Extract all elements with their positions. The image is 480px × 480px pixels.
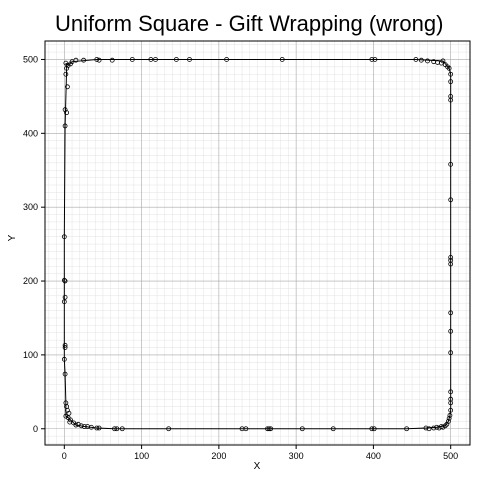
data-point	[448, 310, 454, 316]
data-point	[148, 57, 154, 62]
data-point	[88, 424, 94, 430]
data-point	[448, 257, 454, 263]
chart-title: Uniform Square - Gift Wrapping (wrong)	[55, 11, 443, 36]
data-point	[372, 57, 378, 62]
y-tick-label: 100	[23, 350, 38, 360]
data-point	[243, 426, 249, 432]
y-tick-label: 400	[23, 128, 38, 138]
data-point	[73, 422, 79, 428]
data-point	[425, 58, 430, 64]
x-axis-ticks: 0 100 200 300 400 500	[62, 445, 458, 461]
data-point	[440, 58, 446, 64]
data-point	[268, 426, 274, 432]
data-point	[448, 396, 454, 402]
data-point	[266, 426, 272, 432]
data-point	[109, 57, 115, 63]
minor-grid	[45, 41, 470, 445]
data-point	[418, 57, 424, 63]
hull-layer	[63, 58, 452, 430]
data-point	[62, 123, 68, 129]
data-point	[94, 425, 100, 431]
data-point	[447, 413, 453, 418]
data-point	[68, 417, 73, 423]
data-point	[96, 57, 102, 63]
data-point	[448, 197, 454, 203]
data-point	[445, 418, 451, 424]
data-point	[96, 425, 102, 431]
data-point	[65, 84, 70, 90]
data-point	[73, 57, 79, 63]
data-point	[445, 64, 450, 70]
data-point	[114, 426, 120, 432]
data-point	[82, 424, 87, 429]
data-point	[187, 57, 192, 62]
data-point	[448, 79, 454, 85]
data-point	[448, 389, 454, 395]
data-point	[224, 57, 229, 62]
data-point	[369, 57, 375, 62]
points-layer	[61, 57, 454, 432]
x-tick-label: 100	[134, 451, 149, 461]
data-point	[448, 407, 454, 413]
x-axis-label: X	[254, 461, 261, 472]
data-point	[153, 57, 158, 62]
data-point	[330, 426, 336, 432]
y-tick-label: 500	[23, 54, 38, 64]
data-point	[119, 426, 125, 432]
data-point	[448, 161, 454, 167]
data-point	[431, 425, 437, 431]
data-point	[279, 57, 285, 62]
x-tick-label: 500	[443, 451, 458, 461]
data-point	[94, 57, 100, 62]
y-tick-label: 300	[23, 202, 38, 212]
data-point	[62, 342, 68, 348]
data-point	[62, 345, 68, 350]
data-point	[64, 65, 70, 71]
y-axis-ticks: 0 100 200 300 400 500	[23, 54, 45, 434]
data-point	[404, 426, 410, 432]
data-point	[426, 426, 432, 432]
data-point	[62, 294, 68, 300]
data-point	[81, 57, 87, 63]
y-tick-label: 0	[33, 424, 38, 434]
data-point	[78, 423, 84, 429]
data-point	[448, 93, 454, 99]
hull-line	[63, 58, 452, 430]
data-point	[166, 426, 172, 432]
data-point	[413, 57, 419, 62]
data-point	[448, 255, 454, 260]
x-tick-label: 200	[211, 451, 226, 461]
data-point	[61, 234, 67, 240]
data-point	[369, 426, 375, 432]
data-point	[62, 278, 68, 284]
data-point	[62, 371, 68, 377]
y-tick-label: 200	[23, 276, 38, 286]
y-axis-label: Y	[7, 234, 18, 241]
plot-frame	[44, 40, 471, 446]
data-point	[61, 299, 67, 305]
x-tick-label: 300	[289, 451, 304, 461]
data-point	[442, 423, 448, 429]
data-point	[371, 426, 377, 432]
data-point	[112, 426, 117, 432]
data-point	[423, 425, 429, 431]
data-point	[299, 426, 305, 432]
x-tick-label: 0	[62, 451, 67, 461]
data-point	[448, 71, 454, 77]
data-point	[63, 71, 69, 77]
data-point	[173, 57, 179, 62]
data-point	[434, 424, 440, 430]
data-point	[265, 426, 270, 432]
data-point	[66, 410, 72, 416]
data-point	[448, 328, 454, 334]
data-point	[446, 416, 452, 421]
data-point	[61, 356, 67, 362]
x-tick-label: 400	[366, 451, 381, 461]
data-point	[448, 350, 454, 356]
data-point	[129, 57, 135, 62]
data-point	[61, 277, 67, 283]
data-point	[64, 110, 70, 116]
data-point	[446, 65, 452, 71]
